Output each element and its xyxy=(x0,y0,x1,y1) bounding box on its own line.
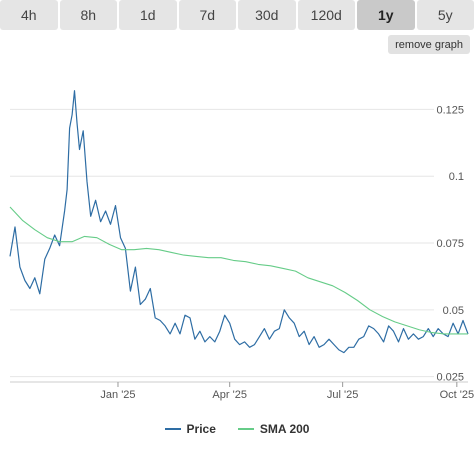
sma-200-series-line xyxy=(9,206,468,335)
y-tick-label: 0.05 xyxy=(443,305,464,317)
time-range-tabs: 4h 8h 1d 7d 30d 120d 1y 5y xyxy=(0,0,474,30)
tab-8h[interactable]: 8h xyxy=(59,0,117,30)
x-tick-label: Oct '25 xyxy=(440,389,474,401)
price-chart: 0.125 0.1 0.075 0.05 0.025 Jan '25 Apr '25 Jul … xyxy=(9,90,474,401)
tab-4h[interactable]: 4h xyxy=(0,0,58,30)
x-tick-label: Jul '25 xyxy=(327,389,358,401)
tab-7d[interactable]: 7d xyxy=(178,0,236,30)
tab-1d[interactable]: 1d xyxy=(119,0,177,30)
legend-swatch-price xyxy=(164,428,181,430)
price-series-line xyxy=(9,90,469,354)
remove-graph-button[interactable]: remove graph xyxy=(388,35,470,54)
legend-swatch-sma xyxy=(237,428,254,430)
tab-120d[interactable]: 120d xyxy=(297,0,355,30)
y-tick-label: 0.075 xyxy=(436,238,464,250)
legend-label-sma: SMA 200 xyxy=(259,422,310,436)
y-tick-label: 0.025 xyxy=(436,372,464,384)
tab-5y[interactable]: 5y xyxy=(416,0,474,30)
chart-legend: Price SMA 200 xyxy=(0,419,474,439)
tab-1y[interactable]: 1y xyxy=(357,0,415,30)
tab-30d[interactable]: 30d xyxy=(238,0,296,30)
legend-item-sma[interactable]: SMA 200 xyxy=(237,422,310,436)
y-tick-label: 0.1 xyxy=(449,171,464,183)
x-tick-label: Apr '25 xyxy=(212,389,247,401)
x-tick-label: Jan '25 xyxy=(100,389,135,401)
y-tick-label: 0.125 xyxy=(436,104,464,116)
legend-item-price[interactable]: Price xyxy=(164,422,216,436)
legend-label-price: Price xyxy=(186,422,216,436)
